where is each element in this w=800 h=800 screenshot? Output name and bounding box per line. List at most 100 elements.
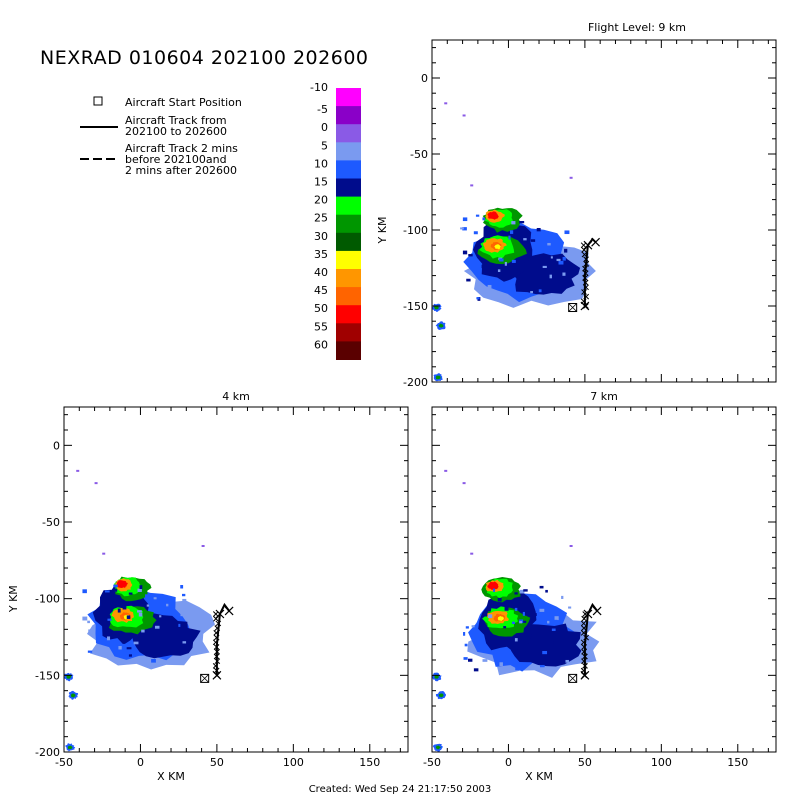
- echo-speckle: [468, 254, 473, 257]
- echo-speckle: [499, 662, 503, 667]
- track-x-marker: [213, 667, 220, 674]
- echo-speckle: [521, 620, 527, 623]
- echo-speckle: [511, 221, 516, 225]
- echo-speckle: [178, 623, 181, 627]
- echo-speckle: [554, 616, 559, 621]
- echo-speckle-violet: [76, 469, 80, 472]
- track-x-marker: [582, 279, 589, 286]
- plot-frame: [431, 406, 777, 753]
- echo-speckle: [556, 258, 561, 262]
- y-tick-label: -50: [410, 148, 428, 161]
- echo-speckle: [523, 589, 528, 592]
- echo-speckle: [542, 296, 546, 300]
- edge-echo-green: [434, 675, 439, 679]
- colorbar-swatch: [336, 269, 361, 288]
- echo-speckle: [464, 643, 468, 647]
- x-tick-label: 50: [210, 756, 224, 769]
- echo-speckle: [514, 607, 518, 611]
- echo-speckle: [562, 256, 566, 261]
- colorbar-swatch: [336, 160, 361, 179]
- echo-speckle: [519, 589, 525, 594]
- y-tick-label: -200: [35, 746, 60, 759]
- start-position-cross: [568, 674, 577, 683]
- track-x-marker: [581, 648, 587, 655]
- echo-yellow: [497, 616, 505, 621]
- colorbar-label: 0: [321, 121, 328, 134]
- echo-speckle-violet: [201, 545, 205, 547]
- colorbar-swatch: [336, 88, 361, 107]
- y-tick-label: -150: [35, 669, 60, 682]
- y-tick-label: -100: [403, 224, 428, 237]
- panel-2: -50 0 50 100 150 0 -50 -100 -150 -200 4 km X KM Y KM: [7, 390, 409, 783]
- echo-speckle-violet: [569, 176, 573, 179]
- echo-speckle: [88, 629, 91, 633]
- track-end-marker: [212, 670, 222, 680]
- echo-speckle: [141, 629, 145, 633]
- edge-echo-green: [67, 745, 73, 750]
- echo-speckle: [460, 227, 464, 230]
- colorbar-label: 30: [314, 230, 328, 243]
- echo-speckle: [503, 296, 507, 300]
- echo-speckle: [113, 584, 118, 588]
- figure-title: NEXRAD 010604 202100 202600: [40, 47, 369, 69]
- echo-speckle: [511, 259, 516, 263]
- colorbar: -10 -5 0 5 10 15 20 25 30 35 40 45 50 55 60: [310, 81, 361, 360]
- echo-red: [116, 580, 128, 588]
- track-x-marker: [212, 639, 219, 646]
- track-end-marker: [224, 606, 234, 616]
- echo-speckle-violet: [470, 552, 474, 555]
- panel-title: 7 km: [590, 390, 618, 403]
- track-x-marker: [583, 284, 589, 291]
- track-x-marker: [582, 275, 588, 281]
- echo-speckle: [522, 611, 525, 616]
- echo-speckle: [180, 585, 184, 589]
- echo-speckle: [128, 654, 132, 657]
- echo-speckle: [536, 227, 541, 232]
- track-x-marker: [583, 303, 589, 309]
- echo-speckle: [519, 621, 523, 624]
- echo-speckle: [530, 239, 536, 242]
- y-tick-label: 0: [421, 72, 428, 85]
- colorbar-swatch: [336, 142, 361, 161]
- echo-speckle: [153, 597, 157, 600]
- panel-1: 0 -50 -100 -150 -200 Flight Level: 9 km Y KM: [376, 21, 777, 389]
- echo-speckle: [166, 603, 169, 607]
- echo-speckle: [473, 668, 479, 672]
- track-x-marker: [581, 658, 587, 665]
- echo-speckle: [561, 595, 564, 599]
- track-end-marker: [591, 237, 601, 247]
- echo-speckle: [128, 592, 133, 595]
- colorbar-swatch: [336, 124, 361, 143]
- footer-created: Created: Wed Sep 24 21:17:50 2003: [309, 784, 492, 795]
- y-tick-label: 0: [53, 439, 60, 452]
- echo-speckle: [462, 227, 467, 231]
- track-end-marker: [580, 670, 590, 680]
- edge-echo-green: [438, 693, 444, 698]
- track-x-marker: [580, 620, 587, 627]
- x-tick-label: 150: [359, 756, 380, 769]
- legend-ext-label-3: 2 mins after 202600: [125, 164, 237, 177]
- colorbar-label: 45: [314, 284, 328, 297]
- x-tick-label: 50: [578, 756, 592, 769]
- echo-speckle: [105, 590, 110, 593]
- echo-speckle: [482, 659, 488, 662]
- track-x-marker: [582, 265, 588, 272]
- echo-speckle: [478, 288, 484, 292]
- echo-speckle: [514, 638, 518, 642]
- x-tick-label: -50: [55, 756, 73, 769]
- panel-title: Flight Level: 9 km: [588, 21, 686, 34]
- echo-speckle: [126, 651, 131, 655]
- start-position-cross: [568, 303, 577, 312]
- track-x-marker: [580, 242, 587, 249]
- colorbar-swatch: [336, 305, 361, 324]
- echo-speckle: [154, 625, 160, 629]
- echo-speckle: [151, 659, 156, 663]
- x-axis-label: X KM: [525, 770, 553, 783]
- track-end-marker: [583, 240, 593, 250]
- x-tick-label: 150: [727, 756, 748, 769]
- track-x-marker: [582, 270, 589, 277]
- track-end-marker: [580, 301, 590, 311]
- echo-speckle: [542, 265, 547, 268]
- echo-speckle: [107, 618, 112, 621]
